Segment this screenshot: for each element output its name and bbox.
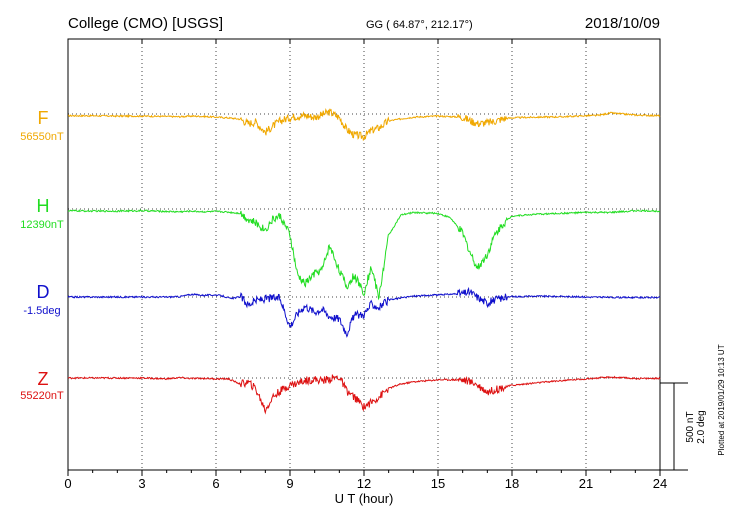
x-tick-label: 18	[505, 476, 519, 491]
x-tick-label: 15	[431, 476, 445, 491]
chart-title: College (CMO) [USGS]	[68, 15, 223, 32]
series-baseline-d: -1.5deg	[23, 305, 60, 317]
chart-date: 2018/10/09	[585, 15, 660, 32]
series-line-d	[67, 286, 661, 338]
series-line-f	[68, 107, 661, 142]
x-axis-label: U T (hour)	[335, 491, 394, 506]
scale-bar-nt-label: 500 nT	[685, 411, 696, 442]
scale-bar: 500 nT 2.0 deg	[660, 382, 707, 471]
series-line-h	[67, 209, 660, 301]
plot-timestamp: Plotted at 2019/01/29 10:13 UT	[717, 344, 726, 455]
x-tick-label: 3	[138, 476, 145, 491]
scale-bar-deg-label: 2.0 deg	[696, 410, 707, 443]
series-baseline-h: 12390nT	[20, 219, 64, 231]
x-tick-label: 24	[653, 476, 667, 491]
series-lines	[67, 107, 661, 415]
chart-subtitle: GG ( 64.87°, 212.17°)	[366, 19, 473, 31]
series-name-h: H	[37, 196, 50, 216]
series-baseline-z: 55220nT	[20, 390, 64, 402]
x-tick-label: 9	[286, 476, 293, 491]
series-name-d: D	[37, 282, 50, 302]
x-axis: 0 3 6 9 12 15 18 21 24	[64, 39, 667, 491]
series-name-f: F	[38, 108, 49, 128]
x-tick-label: 6	[212, 476, 219, 491]
x-tick-label: 21	[579, 476, 593, 491]
grid	[68, 39, 660, 470]
series-name-z: Z	[38, 369, 49, 389]
series-line-z	[67, 374, 661, 415]
x-tick-label: 12	[357, 476, 371, 491]
x-tick-label: 0	[64, 476, 71, 491]
series-baseline-f: 56550nT	[20, 131, 64, 143]
